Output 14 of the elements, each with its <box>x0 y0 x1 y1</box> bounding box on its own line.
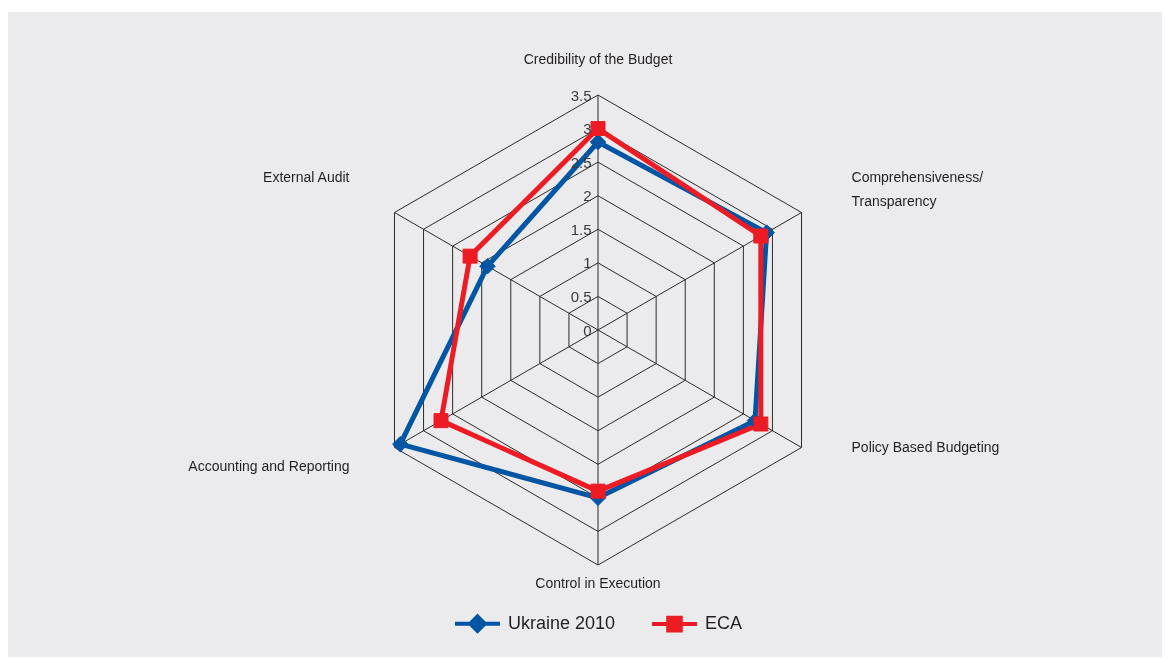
spoke-label: Accounting and Reporting <box>188 457 350 474</box>
spoke-label: Credibility of the Budget <box>523 51 673 67</box>
spoke-label: Control in Execution <box>535 575 661 591</box>
y-tick-label: 1.5 <box>570 220 592 238</box>
y-tick-label: 1 <box>583 254 592 272</box>
y-tick-label: 0 <box>583 321 592 339</box>
y-tick-label: 3.5 <box>570 86 592 104</box>
y-tick-label: 2 <box>583 187 592 205</box>
spoke-label: External Audit <box>263 168 350 185</box>
spoke-label: Comprehensiveness/ Transparency <box>851 168 984 209</box>
legend-label: ECA <box>705 613 743 634</box>
legend-label: Ukraine 2010 <box>508 612 616 633</box>
spoke-label: Policy Based Budgeting <box>851 438 1000 455</box>
y-tick-label: 0.5 <box>570 287 592 305</box>
